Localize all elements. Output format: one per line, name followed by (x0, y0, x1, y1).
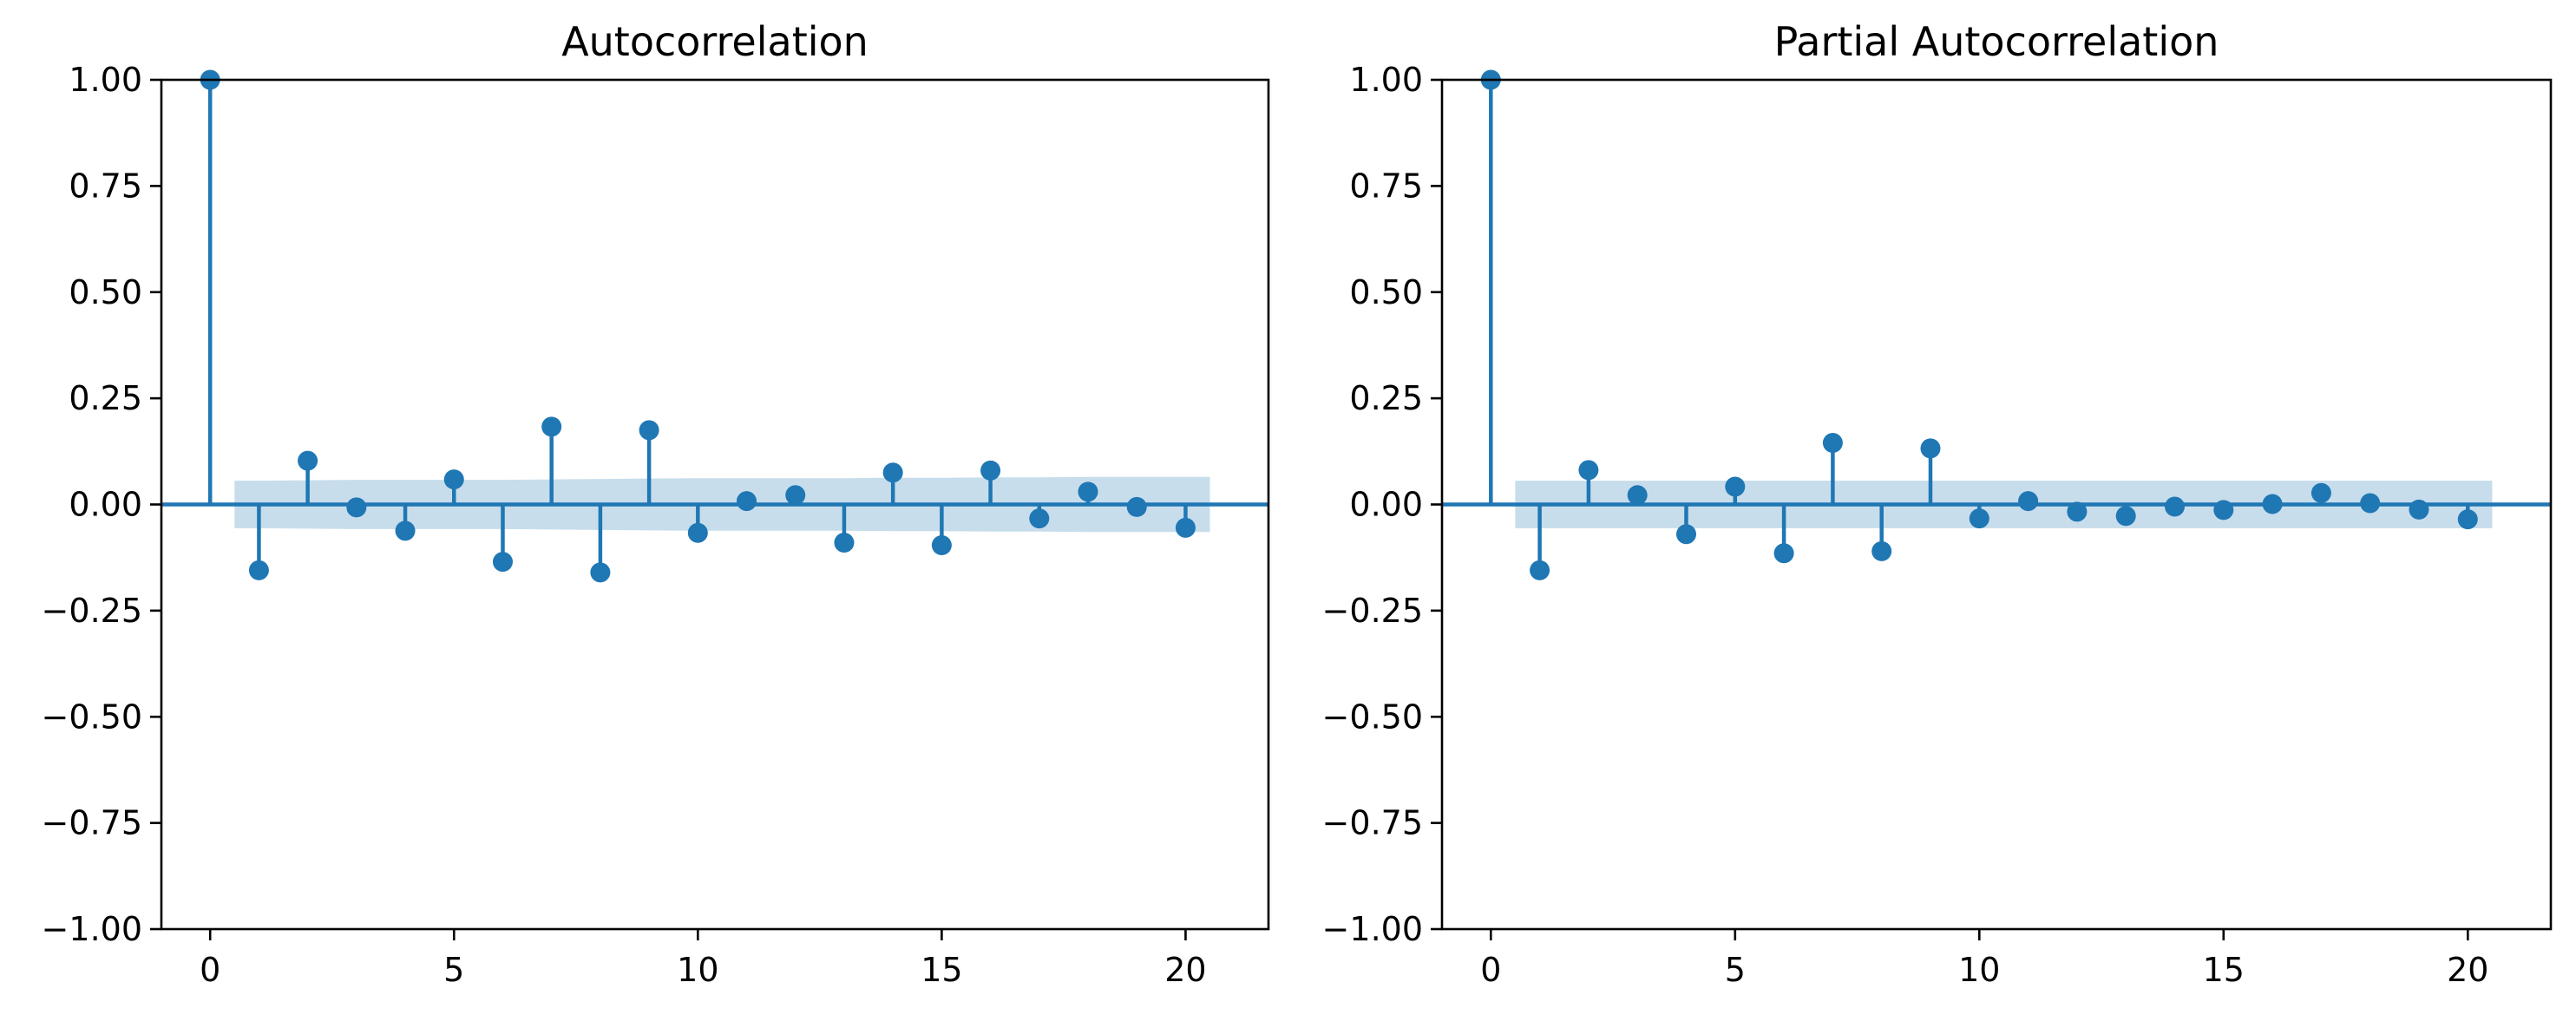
acf-point-lag-8 (590, 562, 611, 583)
acf-marker-layer (200, 69, 1196, 583)
acf-point-lag-15 (931, 534, 952, 555)
acf-y-tick-label-5: −0.25 (42, 592, 142, 630)
acf-point-lag-1 (248, 560, 269, 580)
acf-point-lag-10 (687, 522, 708, 543)
acf-point-lag-14 (882, 462, 903, 483)
acf-stem-layer (207, 80, 1188, 573)
pacf-point-lag-16 (2262, 494, 2283, 514)
acf-y-axis: 1.00 0.75 0.50 0.25 0.00 −0.25 −0.50 −0.75 −1.00 (42, 61, 161, 948)
pacf-point-lag-2 (1578, 460, 1599, 481)
acf-point-lag-13 (834, 533, 855, 553)
acf-point-lag-5 (443, 469, 464, 490)
acf-point-lag-18 (1078, 481, 1098, 502)
acf-point-lag-9 (639, 420, 659, 441)
pacf-point-lag-3 (1627, 485, 1648, 506)
acf-y-tick-label-1: 0.75 (69, 167, 142, 205)
pacf-point-lag-18 (2360, 493, 2381, 514)
pacf-point-lag-11 (2018, 491, 2039, 512)
acf-point-lag-11 (737, 491, 757, 512)
acf-point-lag-17 (1029, 508, 1050, 529)
pacf-title: Partial Autocorrelation (1774, 18, 2219, 65)
acf-panel: 0 5 10 15 20 1.00 0.75 0.50 0.25 0.00 −0.25 −0.50 −… (42, 18, 1270, 989)
acf-point-lag-6 (492, 552, 513, 573)
pacf-y-tick-label-1: 0.75 (1349, 167, 1423, 205)
pacf-y-tick-label-6: −0.50 (1322, 697, 1423, 736)
pacf-y-tick-label-5: −0.25 (1322, 592, 1423, 630)
pacf-point-lag-1 (1530, 560, 1550, 580)
pacf-x-axis: 0 5 10 15 20 (1480, 929, 2488, 989)
pacf-y-tick-label-4: 0.00 (1349, 486, 1423, 524)
pacf-x-tick-label-10: 10 (1958, 951, 2000, 989)
acf-y-tick-label-3: 0.25 (69, 379, 142, 417)
pacf-point-lag-4 (1675, 524, 1696, 545)
acf-point-lag-16 (980, 460, 1001, 481)
acf-point-lag-20 (1175, 517, 1196, 538)
acf-y-tick-label-4: 0.00 (69, 486, 142, 524)
acf-x-tick-label-20: 20 (1164, 951, 1206, 989)
acf-title: Autocorrelation (561, 18, 868, 65)
pacf-point-lag-5 (1725, 476, 1746, 497)
acf-x-tick-label-10: 10 (677, 951, 718, 989)
pacf-point-lag-14 (2164, 496, 2185, 517)
pacf-point-lag-8 (1871, 540, 1892, 561)
pacf-y-tick-label-0: 1.00 (1349, 61, 1423, 99)
acf-y-tick-label-2: 0.50 (69, 273, 142, 311)
pacf-point-lag-12 (2067, 501, 2088, 522)
pacf-x-tick-label-15: 15 (2203, 951, 2245, 989)
pacf-x-tick-label-0: 0 (1480, 951, 1501, 989)
pacf-panel: 0 5 10 15 20 1.00 0.75 0.50 0.25 0.00 −0.25 −0.50 −… (1322, 18, 2553, 989)
acf-y-tick-label-0: 1.00 (69, 61, 142, 99)
pacf-y-tick-label-2: 0.50 (1349, 273, 1423, 311)
pacf-x-tick-label-5: 5 (1725, 951, 1746, 989)
acf-y-tick-label-8: −1.00 (42, 910, 142, 948)
pacf-y-tick-label-3: 0.25 (1349, 379, 1423, 417)
acf-y-tick-label-6: −0.50 (42, 697, 142, 736)
pacf-marker-layer (1480, 69, 2478, 580)
acf-x-tick-label-5: 5 (443, 951, 464, 989)
pacf-point-lag-17 (2311, 482, 2331, 503)
pacf-point-lag-10 (1969, 508, 1989, 529)
acf-point-lag-12 (785, 485, 806, 506)
acf-x-tick-label-15: 15 (921, 951, 962, 989)
acf-point-lag-2 (298, 450, 318, 471)
pacf-point-lag-9 (1920, 438, 1941, 459)
pacf-point-lag-7 (1822, 433, 1843, 454)
acf-y-tick-label-7: −0.75 (42, 804, 142, 842)
pacf-point-lag-20 (2457, 509, 2478, 530)
pacf-point-lag-13 (2115, 506, 2136, 527)
pacf-y-tick-label-8: −1.00 (1322, 910, 1423, 948)
acf-point-lag-3 (346, 497, 367, 518)
pacf-point-lag-6 (1773, 543, 1794, 564)
pacf-point-lag-19 (2409, 499, 2429, 520)
acf-x-tick-label-0: 0 (200, 951, 220, 989)
acf-x-axis: 0 5 10 15 20 (200, 929, 1207, 989)
pacf-x-tick-label-20: 20 (2447, 951, 2488, 989)
pacf-point-lag-15 (2213, 500, 2234, 521)
acf-point-lag-7 (541, 416, 562, 437)
acf-point-lag-4 (395, 521, 416, 541)
pacf-y-tick-label-7: −0.75 (1322, 804, 1423, 842)
acf-point-lag-19 (1126, 496, 1147, 517)
pacf-y-axis: 1.00 0.75 0.50 0.25 0.00 −0.25 −0.50 −0.75 −1.00 (1322, 61, 1442, 948)
